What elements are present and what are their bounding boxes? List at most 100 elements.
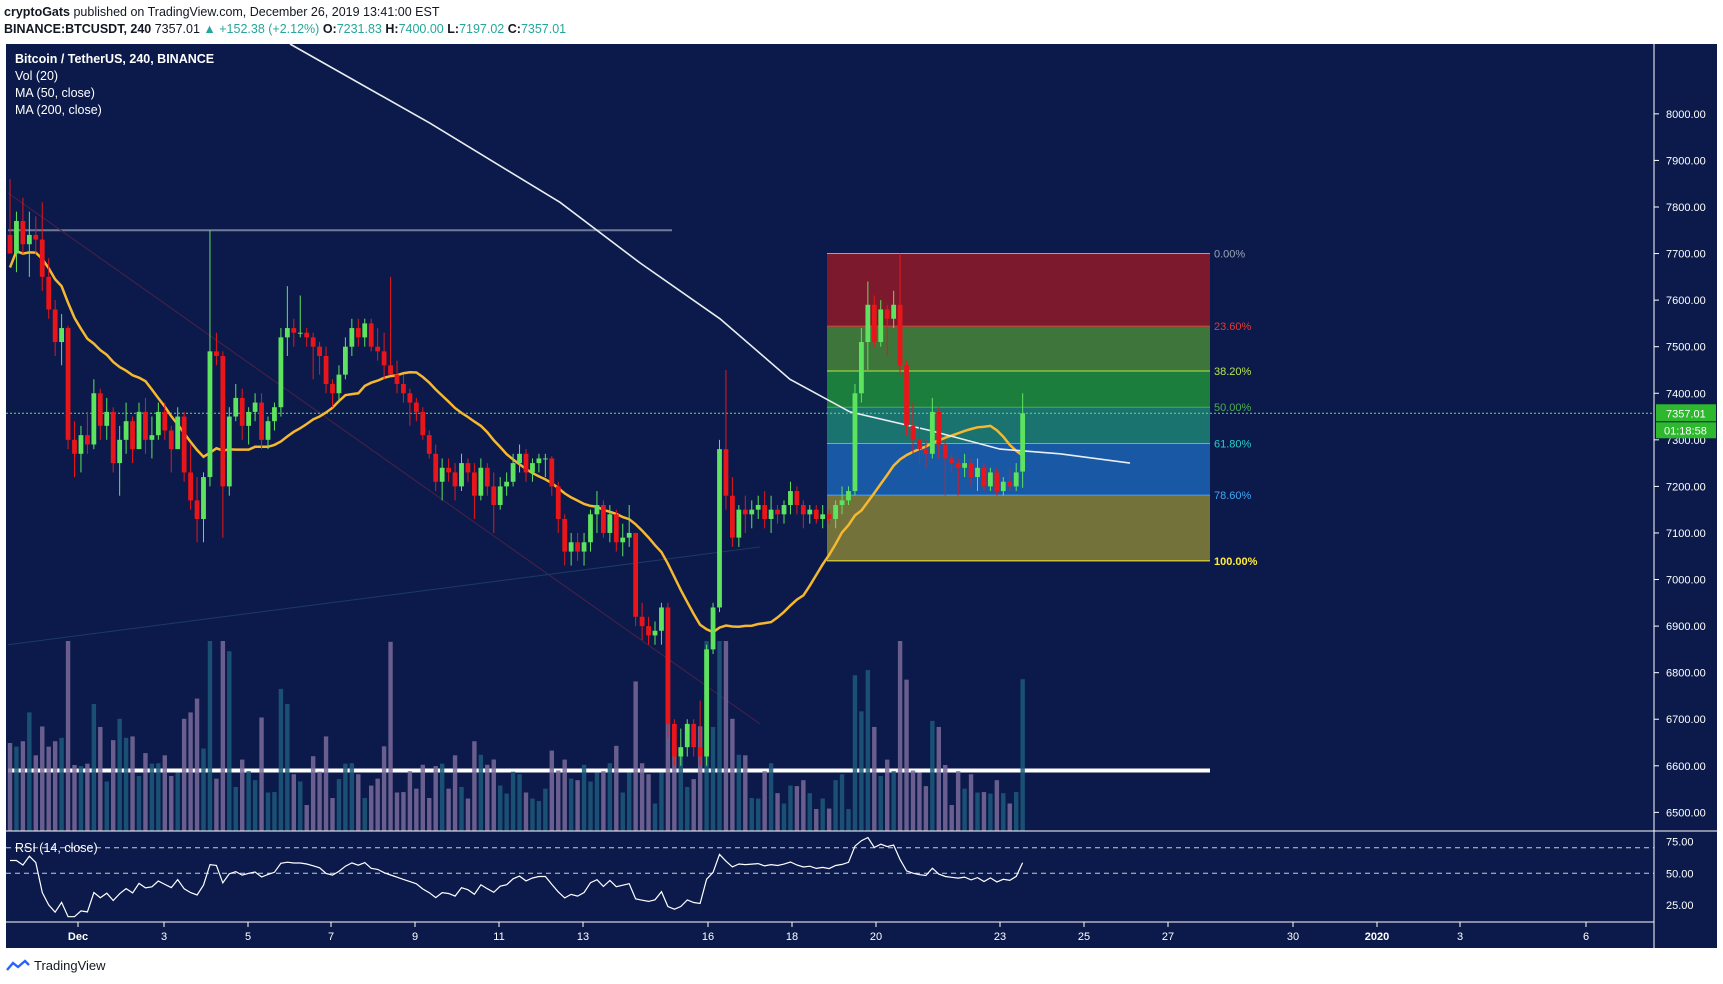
legend-ma200[interactable]: MA (200, close) xyxy=(15,103,102,117)
candle-body[interactable] xyxy=(878,309,884,343)
candle-body[interactable] xyxy=(426,435,432,454)
candle-body[interactable] xyxy=(304,332,310,338)
candle-body[interactable] xyxy=(910,425,916,440)
candle-body[interactable] xyxy=(394,374,400,384)
candle-body[interactable] xyxy=(368,323,374,347)
candle-body[interactable] xyxy=(85,435,90,445)
candle-body[interactable] xyxy=(259,402,264,440)
candle-body[interactable] xyxy=(671,723,677,757)
candle-body[interactable] xyxy=(472,472,477,496)
candle-body[interactable] xyxy=(381,351,387,366)
candle-body[interactable] xyxy=(839,500,845,506)
candle-body[interactable] xyxy=(181,416,187,473)
candle-body[interactable] xyxy=(452,472,458,487)
candle-body[interactable] xyxy=(846,491,851,501)
candle-body[interactable] xyxy=(536,458,542,464)
candle-body[interactable] xyxy=(484,467,490,487)
candle-body[interactable] xyxy=(330,383,335,394)
candle-body[interactable] xyxy=(594,505,600,515)
candle-body[interactable] xyxy=(936,411,942,445)
candle-body[interactable] xyxy=(517,453,522,464)
candle-body[interactable] xyxy=(465,463,471,473)
candle-body[interactable] xyxy=(768,509,774,519)
candle-body[interactable] xyxy=(239,397,245,426)
candle-body[interactable] xyxy=(420,411,426,436)
candle-body[interactable] xyxy=(355,328,361,338)
candle-body[interactable] xyxy=(233,397,239,417)
candle-body[interactable] xyxy=(91,393,97,445)
candle-body[interactable] xyxy=(284,328,290,338)
candle-body[interactable] xyxy=(136,411,142,450)
candle-body[interactable] xyxy=(755,505,761,510)
candle-body[interactable] xyxy=(581,542,587,552)
candle-body[interactable] xyxy=(820,514,826,519)
candle-body[interactable] xyxy=(162,411,168,431)
candle-body[interactable] xyxy=(684,723,690,748)
candle-body[interactable] xyxy=(917,439,922,450)
candle-body[interactable] xyxy=(697,747,703,757)
candle-body[interactable] xyxy=(175,416,181,450)
candle-body[interactable] xyxy=(704,649,709,757)
candle-body[interactable] xyxy=(891,304,897,319)
candle-body[interactable] xyxy=(588,514,593,543)
candle-body[interactable] xyxy=(33,234,39,240)
candle-body[interactable] xyxy=(59,328,64,343)
candle-body[interactable] xyxy=(226,416,232,487)
candle-body[interactable] xyxy=(20,220,26,245)
candle-body[interactable] xyxy=(904,365,909,426)
candle-body[interactable] xyxy=(72,439,77,454)
candle-body[interactable] xyxy=(1013,472,1019,487)
candle-body[interactable] xyxy=(788,491,793,506)
candle-body[interactable] xyxy=(555,486,561,519)
candle-body[interactable] xyxy=(272,407,277,422)
candle-body[interactable] xyxy=(613,514,619,543)
candle-body[interactable] xyxy=(923,449,929,454)
candle-body[interactable] xyxy=(7,234,13,254)
candle-body[interactable] xyxy=(375,346,381,352)
candle-body[interactable] xyxy=(110,411,116,464)
candle-body[interactable] xyxy=(852,393,858,492)
candle-body[interactable] xyxy=(865,304,871,343)
author-name[interactable]: cryptoGats xyxy=(4,5,70,19)
candle-body[interactable] xyxy=(246,411,252,426)
candle-body[interactable] xyxy=(775,509,780,515)
candle-body[interactable] xyxy=(929,411,935,454)
candle-body[interactable] xyxy=(652,630,658,636)
candle-body[interactable] xyxy=(194,500,200,519)
candle-body[interactable] xyxy=(626,532,632,538)
candle-body[interactable] xyxy=(859,342,864,394)
legend-ma50[interactable]: MA (50, close) xyxy=(15,86,95,100)
candle-body[interactable] xyxy=(317,346,322,357)
candle-body[interactable] xyxy=(665,607,671,724)
candle-body[interactable] xyxy=(800,505,806,515)
candle-body[interactable] xyxy=(252,402,258,412)
candle-body[interactable] xyxy=(530,463,535,473)
candle-body[interactable] xyxy=(794,491,800,506)
candle-body[interactable] xyxy=(988,472,993,487)
candle-body[interactable] xyxy=(265,421,271,440)
candle-body[interactable] xyxy=(143,411,148,440)
candle-body[interactable] xyxy=(401,383,406,394)
candle-body[interactable] xyxy=(349,328,355,347)
candle-body[interactable] xyxy=(97,393,103,426)
candle-body[interactable] xyxy=(446,467,451,473)
candle-body[interactable] xyxy=(220,356,226,487)
tradingview-brand[interactable]: TradingView xyxy=(34,958,106,973)
candle-body[interactable] xyxy=(343,346,348,375)
candle-body[interactable] xyxy=(207,351,213,478)
candle-body[interactable] xyxy=(26,234,32,245)
candle-body[interactable] xyxy=(323,356,329,384)
candle-body[interactable] xyxy=(691,723,697,748)
candle-body[interactable] xyxy=(439,467,445,482)
rsi-line[interactable] xyxy=(10,836,1024,918)
candle-body[interactable] xyxy=(813,509,819,519)
candle-body[interactable] xyxy=(523,453,529,473)
candle-body[interactable] xyxy=(601,505,606,533)
candle-body[interactable] xyxy=(568,542,574,552)
candle-body[interactable] xyxy=(871,304,877,343)
candle-body[interactable] xyxy=(962,463,967,468)
candle-body[interactable] xyxy=(736,509,742,538)
candle-body[interactable] xyxy=(65,328,71,440)
candle-body[interactable] xyxy=(897,304,903,366)
